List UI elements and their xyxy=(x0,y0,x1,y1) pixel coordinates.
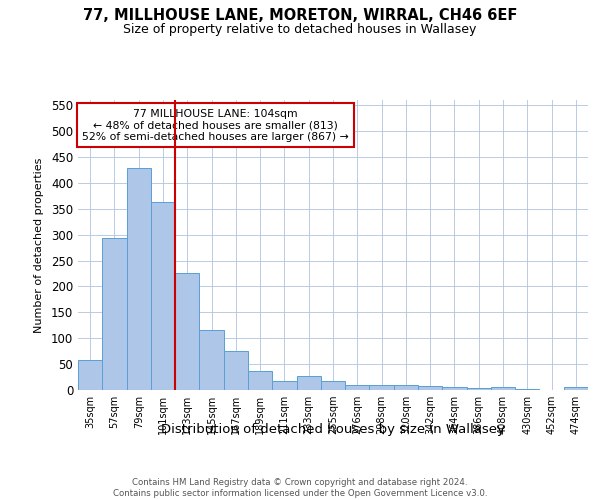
Text: 77 MILLHOUSE LANE: 104sqm
← 48% of detached houses are smaller (813)
52% of semi: 77 MILLHOUSE LANE: 104sqm ← 48% of detac… xyxy=(82,108,349,142)
Text: Size of property relative to detached houses in Wallasey: Size of property relative to detached ho… xyxy=(124,22,476,36)
Bar xyxy=(467,388,491,390)
Bar xyxy=(127,168,151,390)
Bar xyxy=(564,388,588,390)
Text: 77, MILLHOUSE LANE, MORETON, WIRRAL, CH46 6EF: 77, MILLHOUSE LANE, MORETON, WIRRAL, CH4… xyxy=(83,8,517,22)
Y-axis label: Number of detached properties: Number of detached properties xyxy=(34,158,44,332)
Bar xyxy=(199,330,224,390)
Text: Distribution of detached houses by size in Wallasey: Distribution of detached houses by size … xyxy=(161,422,505,436)
Bar xyxy=(272,380,296,390)
Bar xyxy=(345,385,370,390)
Bar xyxy=(491,388,515,390)
Bar xyxy=(102,238,127,390)
Bar xyxy=(175,273,199,390)
Bar xyxy=(151,202,175,390)
Bar xyxy=(418,386,442,390)
Text: Contains HM Land Registry data © Crown copyright and database right 2024.
Contai: Contains HM Land Registry data © Crown c… xyxy=(113,478,487,498)
Bar xyxy=(394,386,418,390)
Bar xyxy=(442,388,467,390)
Bar xyxy=(370,385,394,390)
Bar xyxy=(321,381,345,390)
Bar xyxy=(224,350,248,390)
Bar xyxy=(296,376,321,390)
Bar xyxy=(248,371,272,390)
Bar xyxy=(78,360,102,390)
